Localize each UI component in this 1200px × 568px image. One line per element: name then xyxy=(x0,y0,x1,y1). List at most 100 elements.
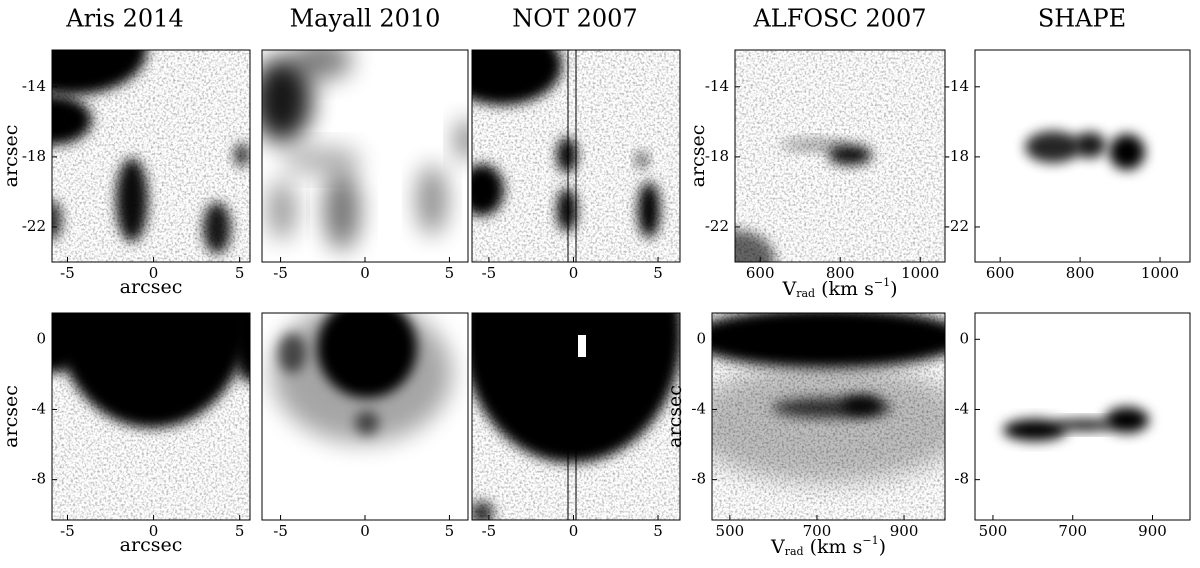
y-tick-label: -18 xyxy=(22,147,46,165)
x-tick-label: 0 xyxy=(360,522,370,540)
blob xyxy=(52,50,147,95)
y-tick-label: -22 xyxy=(945,217,969,235)
x-tick-label: 800 xyxy=(1066,264,1095,282)
blob xyxy=(638,182,660,238)
x-tick-label: 500 xyxy=(979,522,1008,540)
blob xyxy=(735,230,775,262)
blob xyxy=(712,313,945,368)
blob xyxy=(262,58,312,142)
x-tick-label: 700 xyxy=(1058,522,1087,540)
x-tick-label: 5 xyxy=(653,264,663,282)
y-axis-label: arcsec xyxy=(687,125,709,188)
y-tick-label: 0 xyxy=(696,329,706,347)
label-part: V xyxy=(781,278,796,300)
blob xyxy=(1109,134,1145,170)
panel-frame xyxy=(974,312,1191,521)
x-tick-label: -5 xyxy=(482,264,497,282)
label-sup: −1 xyxy=(862,534,878,547)
x-tick-label: 5 xyxy=(445,522,455,540)
image-panel xyxy=(711,312,946,521)
y-tick-label: -14 xyxy=(945,77,969,95)
panel-title: SHAPE xyxy=(1038,5,1126,33)
panel-title: Mayall 2010 xyxy=(290,5,441,33)
panel-frame xyxy=(471,49,681,263)
x-tick-label: 5 xyxy=(235,522,245,540)
y-tick-label: -14 xyxy=(705,77,729,95)
blob xyxy=(1055,419,1115,431)
blob xyxy=(1105,407,1149,433)
x-tick-label: 0 xyxy=(149,522,159,540)
y-axis-label: arcsec xyxy=(0,385,22,448)
y-tick-label: 0 xyxy=(959,329,969,347)
x-tick-label: -5 xyxy=(273,264,288,282)
blob xyxy=(636,152,648,168)
blob xyxy=(472,50,562,105)
y-tick-label: -22 xyxy=(22,217,46,235)
panel-frame xyxy=(51,49,251,263)
image-panel xyxy=(261,49,469,263)
blob xyxy=(278,333,306,373)
y-tick-label: -18 xyxy=(945,147,969,165)
x-tick-label: 800 xyxy=(826,264,855,282)
x-tick-label: 900 xyxy=(1138,522,1167,540)
image-panel xyxy=(734,49,946,263)
panel-title: Aris 2014 xyxy=(65,5,184,33)
blob xyxy=(324,170,360,250)
x-tick-label: 5 xyxy=(235,264,245,282)
x-tick-label: 5 xyxy=(445,264,455,282)
y-tick-label: -8 xyxy=(954,470,969,488)
blob xyxy=(52,313,92,373)
x-tick-label: -5 xyxy=(60,264,75,282)
image-panel xyxy=(471,49,681,263)
x-tick-label: 0 xyxy=(569,264,579,282)
x-tick-label: -5 xyxy=(60,522,75,540)
blob xyxy=(292,50,352,80)
x-tick-label: 700 xyxy=(803,522,832,540)
label-part: ) xyxy=(879,536,886,558)
blob xyxy=(455,120,468,160)
blob xyxy=(355,411,379,435)
label-sup: −1 xyxy=(874,276,890,289)
blob xyxy=(557,188,577,232)
y-tick-label: -4 xyxy=(31,399,46,417)
blob xyxy=(272,313,452,443)
y-axis-label: arcsec xyxy=(0,125,22,188)
panel-frame xyxy=(51,312,251,521)
x-tick-label: 600 xyxy=(986,264,1015,282)
panel-image xyxy=(272,313,452,443)
blob xyxy=(116,158,148,242)
x-tick-label: 500 xyxy=(716,522,745,540)
x-tick-label: 600 xyxy=(746,264,775,282)
blob xyxy=(712,363,945,483)
image-panel xyxy=(471,312,681,521)
blob xyxy=(780,139,850,151)
panel-image xyxy=(712,313,945,520)
x-tick-label: 0 xyxy=(569,522,579,540)
panel-image xyxy=(1003,407,1149,441)
y-tick-label: -22 xyxy=(705,217,729,235)
label-part: V xyxy=(770,536,785,558)
panel-title: ALFOSC 2007 xyxy=(752,5,926,33)
panel-image xyxy=(1025,131,1145,170)
blob xyxy=(268,180,296,240)
y-tick-label: -4 xyxy=(954,399,969,417)
panel-frame xyxy=(471,312,681,521)
blob xyxy=(1003,419,1067,441)
y-tick-label: -14 xyxy=(22,77,46,95)
blob xyxy=(1025,131,1081,163)
x-tick-label: 5 xyxy=(653,522,663,540)
image-panel xyxy=(51,312,251,521)
x-axis-label: arcsec xyxy=(120,276,183,298)
label-part: ) xyxy=(890,278,897,300)
blob xyxy=(52,95,92,145)
blob xyxy=(282,146,362,174)
x-tick-label: 900 xyxy=(890,522,919,540)
y-tick-label: 0 xyxy=(36,329,46,347)
y-tick-label: -4 xyxy=(691,399,706,417)
blob xyxy=(203,202,231,254)
panel-image xyxy=(472,50,680,262)
panel-frame xyxy=(711,312,946,521)
x-tick-label: -5 xyxy=(273,522,288,540)
panel-image xyxy=(52,50,250,262)
